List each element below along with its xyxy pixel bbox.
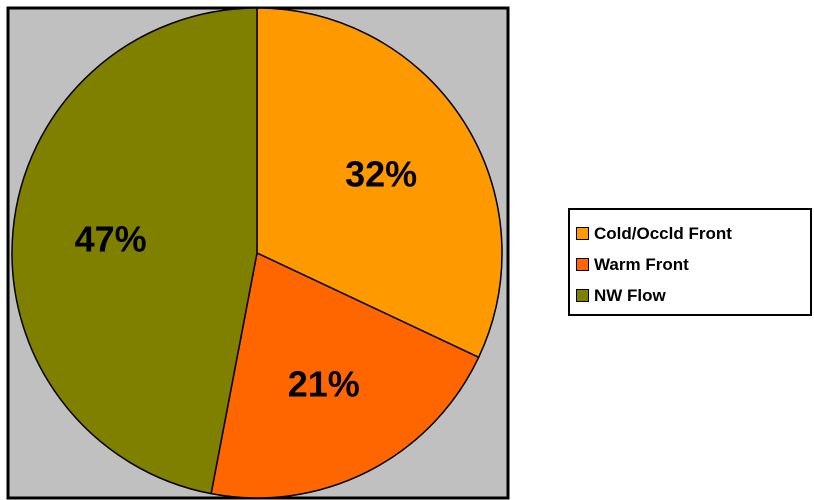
slice-labels: 32% 21% 47% xyxy=(75,154,418,405)
pie-slice-warm-front xyxy=(210,251,480,499)
pie-slice-nw-flow xyxy=(11,7,258,495)
legend-label-nw-flow: NW Flow xyxy=(594,285,666,305)
slice-label-warm-front: 21% xyxy=(288,363,360,404)
legend-swatch-nw-flow xyxy=(576,289,589,302)
legend-item-nw-flow: NW Flow xyxy=(576,280,810,311)
pie-slices xyxy=(11,7,503,499)
legend-label-cold-occld-front: Cold/Occld Front xyxy=(594,223,732,243)
legend-swatch-cold-occld-front xyxy=(576,227,589,240)
legend: Cold/Occld Front Warm Front NW Flow xyxy=(568,208,812,316)
legend-item-warm-front: Warm Front xyxy=(576,249,810,280)
legend-swatch-warm-front xyxy=(576,258,589,271)
pie-slice-cold-occld-front xyxy=(256,7,503,359)
slice-label-cold-occld-front: 32% xyxy=(345,154,417,195)
legend-label-warm-front: Warm Front xyxy=(594,254,689,274)
slice-label-nw-flow: 47% xyxy=(75,219,147,260)
legend-item-cold-occld-front: Cold/Occld Front xyxy=(576,218,810,249)
